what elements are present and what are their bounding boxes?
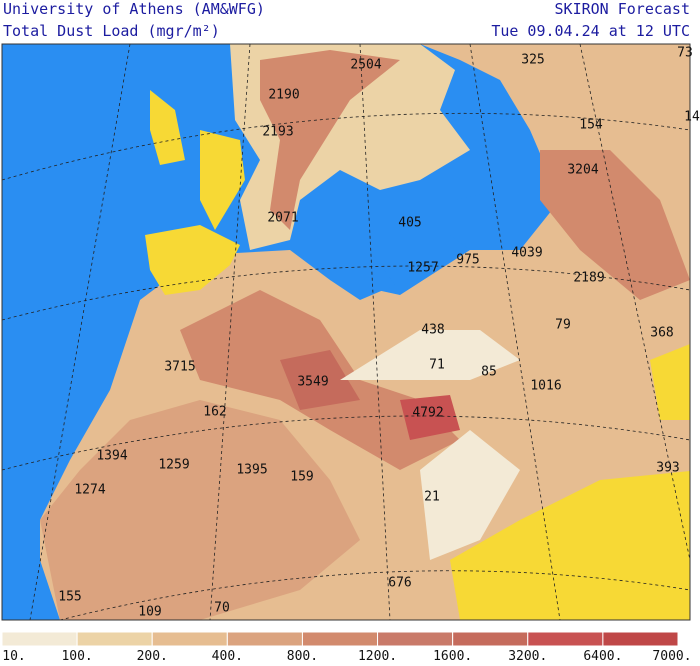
colorbar-label: 10. bbox=[2, 649, 25, 662]
map-label: 4792 bbox=[412, 406, 443, 421]
map-label: 159 bbox=[290, 470, 313, 485]
map-label: 3715 bbox=[164, 360, 195, 375]
map-label: 155 bbox=[58, 590, 81, 605]
product: Total Dust Load (mgr/m²) bbox=[3, 22, 220, 40]
map-label: 14 bbox=[684, 110, 700, 125]
colorbar-swatch bbox=[602, 631, 679, 647]
map-label: 1259 bbox=[158, 458, 189, 473]
map-labels: 2504 325 73 2190 154 14 2193 3204 2071 405 4039 975… bbox=[58, 46, 700, 620]
map-label: 3204 bbox=[567, 163, 598, 178]
map-label: 1016 bbox=[530, 379, 561, 394]
map-label: 325 bbox=[521, 53, 544, 68]
map-label: 1274 bbox=[74, 483, 105, 498]
colorbar-label: 6400. bbox=[583, 649, 622, 662]
colorbar-label: 400. bbox=[212, 649, 243, 662]
colorbar-swatch bbox=[301, 631, 379, 647]
map-label: 975 bbox=[456, 253, 479, 268]
map-label: 2190 bbox=[268, 88, 299, 103]
colorbar-label: 100. bbox=[61, 649, 92, 662]
map-label: 1257 bbox=[407, 261, 438, 276]
colorbar-swatch bbox=[527, 631, 604, 647]
map bbox=[1, 43, 691, 621]
colorbar-label: 3200. bbox=[508, 649, 547, 662]
colorbar-swatch bbox=[452, 631, 529, 647]
map-label: 109 bbox=[138, 605, 161, 620]
map-label: 1394 bbox=[96, 449, 127, 464]
map-label: 2189 bbox=[573, 271, 604, 286]
colorbar: 10. 100. 200. 400. 800. 1200. 1600. 3200. 6400. 7… bbox=[1, 631, 692, 664]
colorbar-label: 7000. bbox=[652, 649, 691, 662]
map-label: 2193 bbox=[262, 125, 293, 140]
date: Tue 09.04.24 at 12 UTC bbox=[491, 22, 690, 40]
map-label: 4039 bbox=[511, 246, 542, 261]
map-label: 2071 bbox=[267, 211, 298, 226]
colorbar-swatch bbox=[226, 631, 303, 647]
map-label: 676 bbox=[388, 576, 411, 591]
map-label: 405 bbox=[398, 216, 421, 231]
colorbar-label: 1200. bbox=[358, 649, 397, 662]
map-label: 73 bbox=[677, 46, 693, 61]
map-label: 85 bbox=[481, 365, 497, 380]
map-label: 1395 bbox=[236, 463, 267, 478]
map-label: 438 bbox=[421, 323, 444, 338]
map-label: 70 bbox=[214, 601, 230, 616]
colorbar-label: 200. bbox=[137, 649, 168, 662]
colorbar-label: 800. bbox=[287, 649, 318, 662]
map-label: 368 bbox=[650, 326, 673, 341]
colorbar-swatch bbox=[1, 631, 78, 647]
colorbar-swatch bbox=[76, 631, 153, 647]
institution: University of Athens (AM&WFG) bbox=[3, 0, 265, 18]
map-label: 393 bbox=[656, 461, 679, 476]
map-label: 71 bbox=[429, 358, 445, 373]
map-label: 21 bbox=[424, 490, 440, 505]
colorbar-swatch bbox=[151, 631, 228, 647]
map-label: 3549 bbox=[297, 375, 328, 390]
colorbar-swatch bbox=[377, 631, 454, 647]
map-label: 154 bbox=[579, 118, 603, 133]
colorbar-label: 1600. bbox=[433, 649, 472, 662]
map-label: 79 bbox=[555, 318, 571, 333]
model: SKIRON Forecast bbox=[555, 0, 690, 18]
map-label: 162 bbox=[203, 405, 226, 420]
map-label: 2504 bbox=[350, 58, 381, 73]
